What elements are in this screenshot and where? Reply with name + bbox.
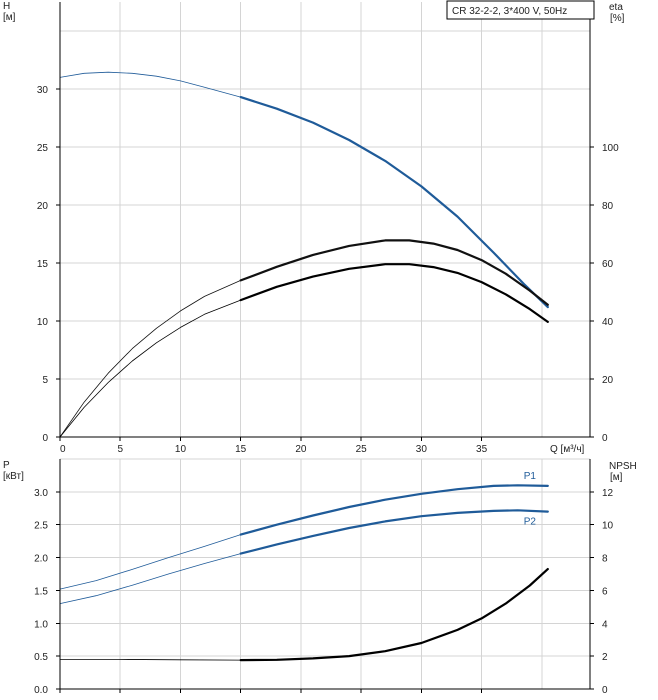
bottom-curve-p2-extrapolated: [59, 553, 242, 604]
top-curve-1: [239, 95, 549, 309]
bottom-left-axis-unit: [кВт]: [3, 471, 24, 482]
top-right-axis-unit: [%]: [610, 13, 625, 24]
top-curves: [59, 71, 549, 438]
bottom-left-tick-label: 3.0: [34, 488, 48, 499]
top-right-tick-label: 100: [602, 143, 619, 154]
legend-frame: [446, 0, 595, 20]
bottom-right-tick-label: 10: [602, 521, 614, 532]
bottom-left-tick-label: 2.5: [34, 521, 48, 532]
top-left-axis-title: H: [3, 1, 10, 12]
top-left-tick-label: 10: [37, 317, 49, 328]
top-right-tick-label: 0: [602, 433, 608, 444]
top-left-tick-label: 5: [42, 375, 48, 386]
bottom-right-tick-label: 2: [602, 652, 608, 663]
bottom-right-tick-label: 6: [602, 586, 608, 597]
top-curve-3: [239, 263, 549, 323]
bottom-left-tick-label: 1.5: [34, 586, 48, 597]
bottom-left-tick-label: 1.0: [34, 619, 48, 630]
legend-box: CR 32-2-2, 3*400 V, 50Hz: [446, 0, 595, 20]
top-labels: 0 5 10 15 20 25 30 0 20 40 60 80 100 H[м] eta[%] 0 5 10 15…: [3, 1, 625, 455]
bottom-series-label-p2: P2: [524, 517, 537, 528]
bottom-labels: 0.0 0.5 1.0 1.5 2.0 2.5 3.0 0 2 4 6 8 10 12 P[кВт] NPSH…: [3, 460, 637, 696]
top-axes: [56, 2, 594, 441]
power-npsh-panel: 0.0 0.5 1.0 1.5 2.0 2.5 3.0 0 2 4 6 8 10 12 P[кВт] NPSH…: [3, 458, 637, 696]
bottom-curve-p1-extrapolated: [59, 534, 242, 590]
bottom-grid: [60, 458, 590, 689]
top-left-tick-label: 0: [42, 433, 48, 444]
bottom-series-label-p1: P1: [524, 471, 537, 482]
bottom-right-tick-label: 0: [602, 685, 608, 696]
x-tick-label: 10: [175, 444, 187, 455]
bottom-curve-3: [239, 567, 549, 662]
top-right-axis-title: eta: [609, 2, 623, 13]
bottom-right-axis-title: NPSH: [609, 461, 637, 472]
x-tick-label: 15: [235, 444, 247, 455]
top-right-tick-label: 40: [602, 317, 614, 328]
x-axis-title: Q [м³/ч]: [550, 444, 585, 455]
x-tick-label: 5: [117, 444, 123, 455]
bottom-right-axis-unit: [м]: [610, 472, 623, 483]
top-left-tick-label: 20: [37, 201, 49, 212]
bottom-left-tick-label: 0.0: [34, 685, 48, 696]
top-left-tick-label: 30: [37, 85, 49, 96]
top-right-tick-label: 60: [602, 259, 614, 270]
x-tick-label: 20: [295, 444, 307, 455]
top-right-tick-label: 80: [602, 201, 614, 212]
top-right-tick-label: 20: [602, 375, 614, 386]
x-tick-label: 30: [416, 444, 428, 455]
bottom-axes: [56, 459, 594, 693]
top-left-tick-label: 25: [37, 143, 49, 154]
x-tick-label: 25: [356, 444, 368, 455]
bottom-right-tick-label: 12: [602, 488, 614, 499]
bottom-curves: [59, 484, 549, 662]
top-curve-1-extrapolated: [59, 71, 242, 98]
bottom-curve-p1: [239, 484, 549, 536]
top-left-axis-unit: [м]: [3, 12, 16, 23]
bottom-right-tick-label: 8: [602, 554, 608, 565]
head-efficiency-panel: 0 5 10 15 20 25 30 0 20 40 60 80 100 H[м] eta[%] 0 5 10 15…: [3, 1, 625, 455]
bottom-curve-3-extrapolated: [59, 659, 242, 661]
bottom-left-tick-label: 2.0: [34, 554, 48, 565]
x-tick-label: 0: [60, 444, 66, 455]
bottom-left-axis-title: P: [3, 460, 10, 471]
x-tick-label: 35: [476, 444, 488, 455]
top-curve-2-extrapolated: [59, 279, 242, 438]
chart-title: CR 32-2-2, 3*400 V, 50Hz: [452, 6, 567, 17]
top-curve-2: [239, 239, 549, 306]
bottom-right-tick-label: 4: [602, 619, 608, 630]
top-curve-3-extrapolated: [59, 299, 242, 438]
bottom-curve-p2: [239, 509, 549, 555]
bottom-left-tick-label: 0.5: [34, 652, 48, 663]
top-left-tick-label: 15: [37, 259, 49, 270]
top-grid: [60, 2, 590, 437]
